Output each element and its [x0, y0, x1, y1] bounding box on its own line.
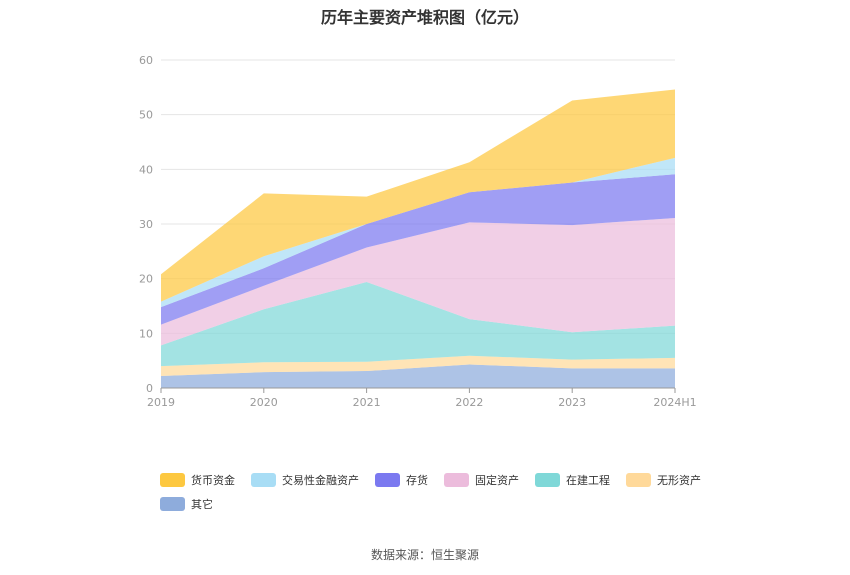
legend-item[interactable]: 交易性金融资产 [251, 472, 359, 488]
area-series-5 [161, 157, 675, 308]
legend-label: 在建工程 [566, 474, 610, 487]
x-tick-label: 2019 [147, 396, 175, 409]
legend-item[interactable]: 在建工程 [535, 472, 610, 488]
y-tick-label: 40 [139, 163, 153, 176]
y-tick-label: 60 [139, 54, 153, 67]
legend-swatch [535, 473, 560, 487]
area-series-6 [161, 89, 675, 302]
legend-item[interactable]: 固定资产 [444, 472, 519, 488]
area-series-0 [161, 364, 675, 388]
x-tick-label: 2023 [558, 396, 586, 409]
y-tick-label: 50 [139, 109, 153, 122]
legend-label: 其它 [191, 498, 213, 511]
legend-item[interactable]: 存货 [375, 472, 428, 488]
x-tick-label: 2024H1 [653, 396, 696, 409]
chart-legend: 货币资金 交易性金融资产 存货 固定资产 在建工程 无形资产其它 [160, 472, 720, 512]
x-tick-label: 2020 [250, 396, 278, 409]
legend-item[interactable]: 其它 [160, 496, 213, 512]
legend-swatch [251, 473, 276, 487]
legend-swatch [626, 473, 651, 487]
area-series-1 [161, 355, 675, 376]
area-series-4 [161, 174, 675, 325]
legend-item[interactable]: 货币资金 [160, 472, 235, 488]
legend-item[interactable]: 无形资产 [626, 472, 701, 488]
area-series-2 [161, 281, 675, 367]
area-series-3 [161, 217, 675, 346]
legend-label: 交易性金融资产 [282, 474, 359, 487]
x-tick-label: 2021 [353, 396, 381, 409]
data-source: 数据来源：恒生聚源 [370, 548, 479, 562]
chart-title: 历年主要资产堆积图（亿元） [320, 8, 529, 27]
y-tick-label: 10 [139, 327, 153, 340]
x-tick-label: 2022 [455, 396, 483, 409]
legend-swatch [444, 473, 469, 487]
legend-label: 货币资金 [191, 474, 235, 487]
y-tick-label: 30 [139, 218, 153, 231]
legend-label: 存货 [406, 474, 428, 487]
legend-label: 无形资产 [657, 474, 701, 487]
legend-swatch [160, 497, 185, 511]
legend-swatch [160, 473, 185, 487]
y-tick-label: 20 [139, 273, 153, 286]
legend-swatch [375, 473, 400, 487]
y-tick-label: 0 [146, 382, 153, 395]
legend-label: 固定资产 [475, 474, 519, 487]
